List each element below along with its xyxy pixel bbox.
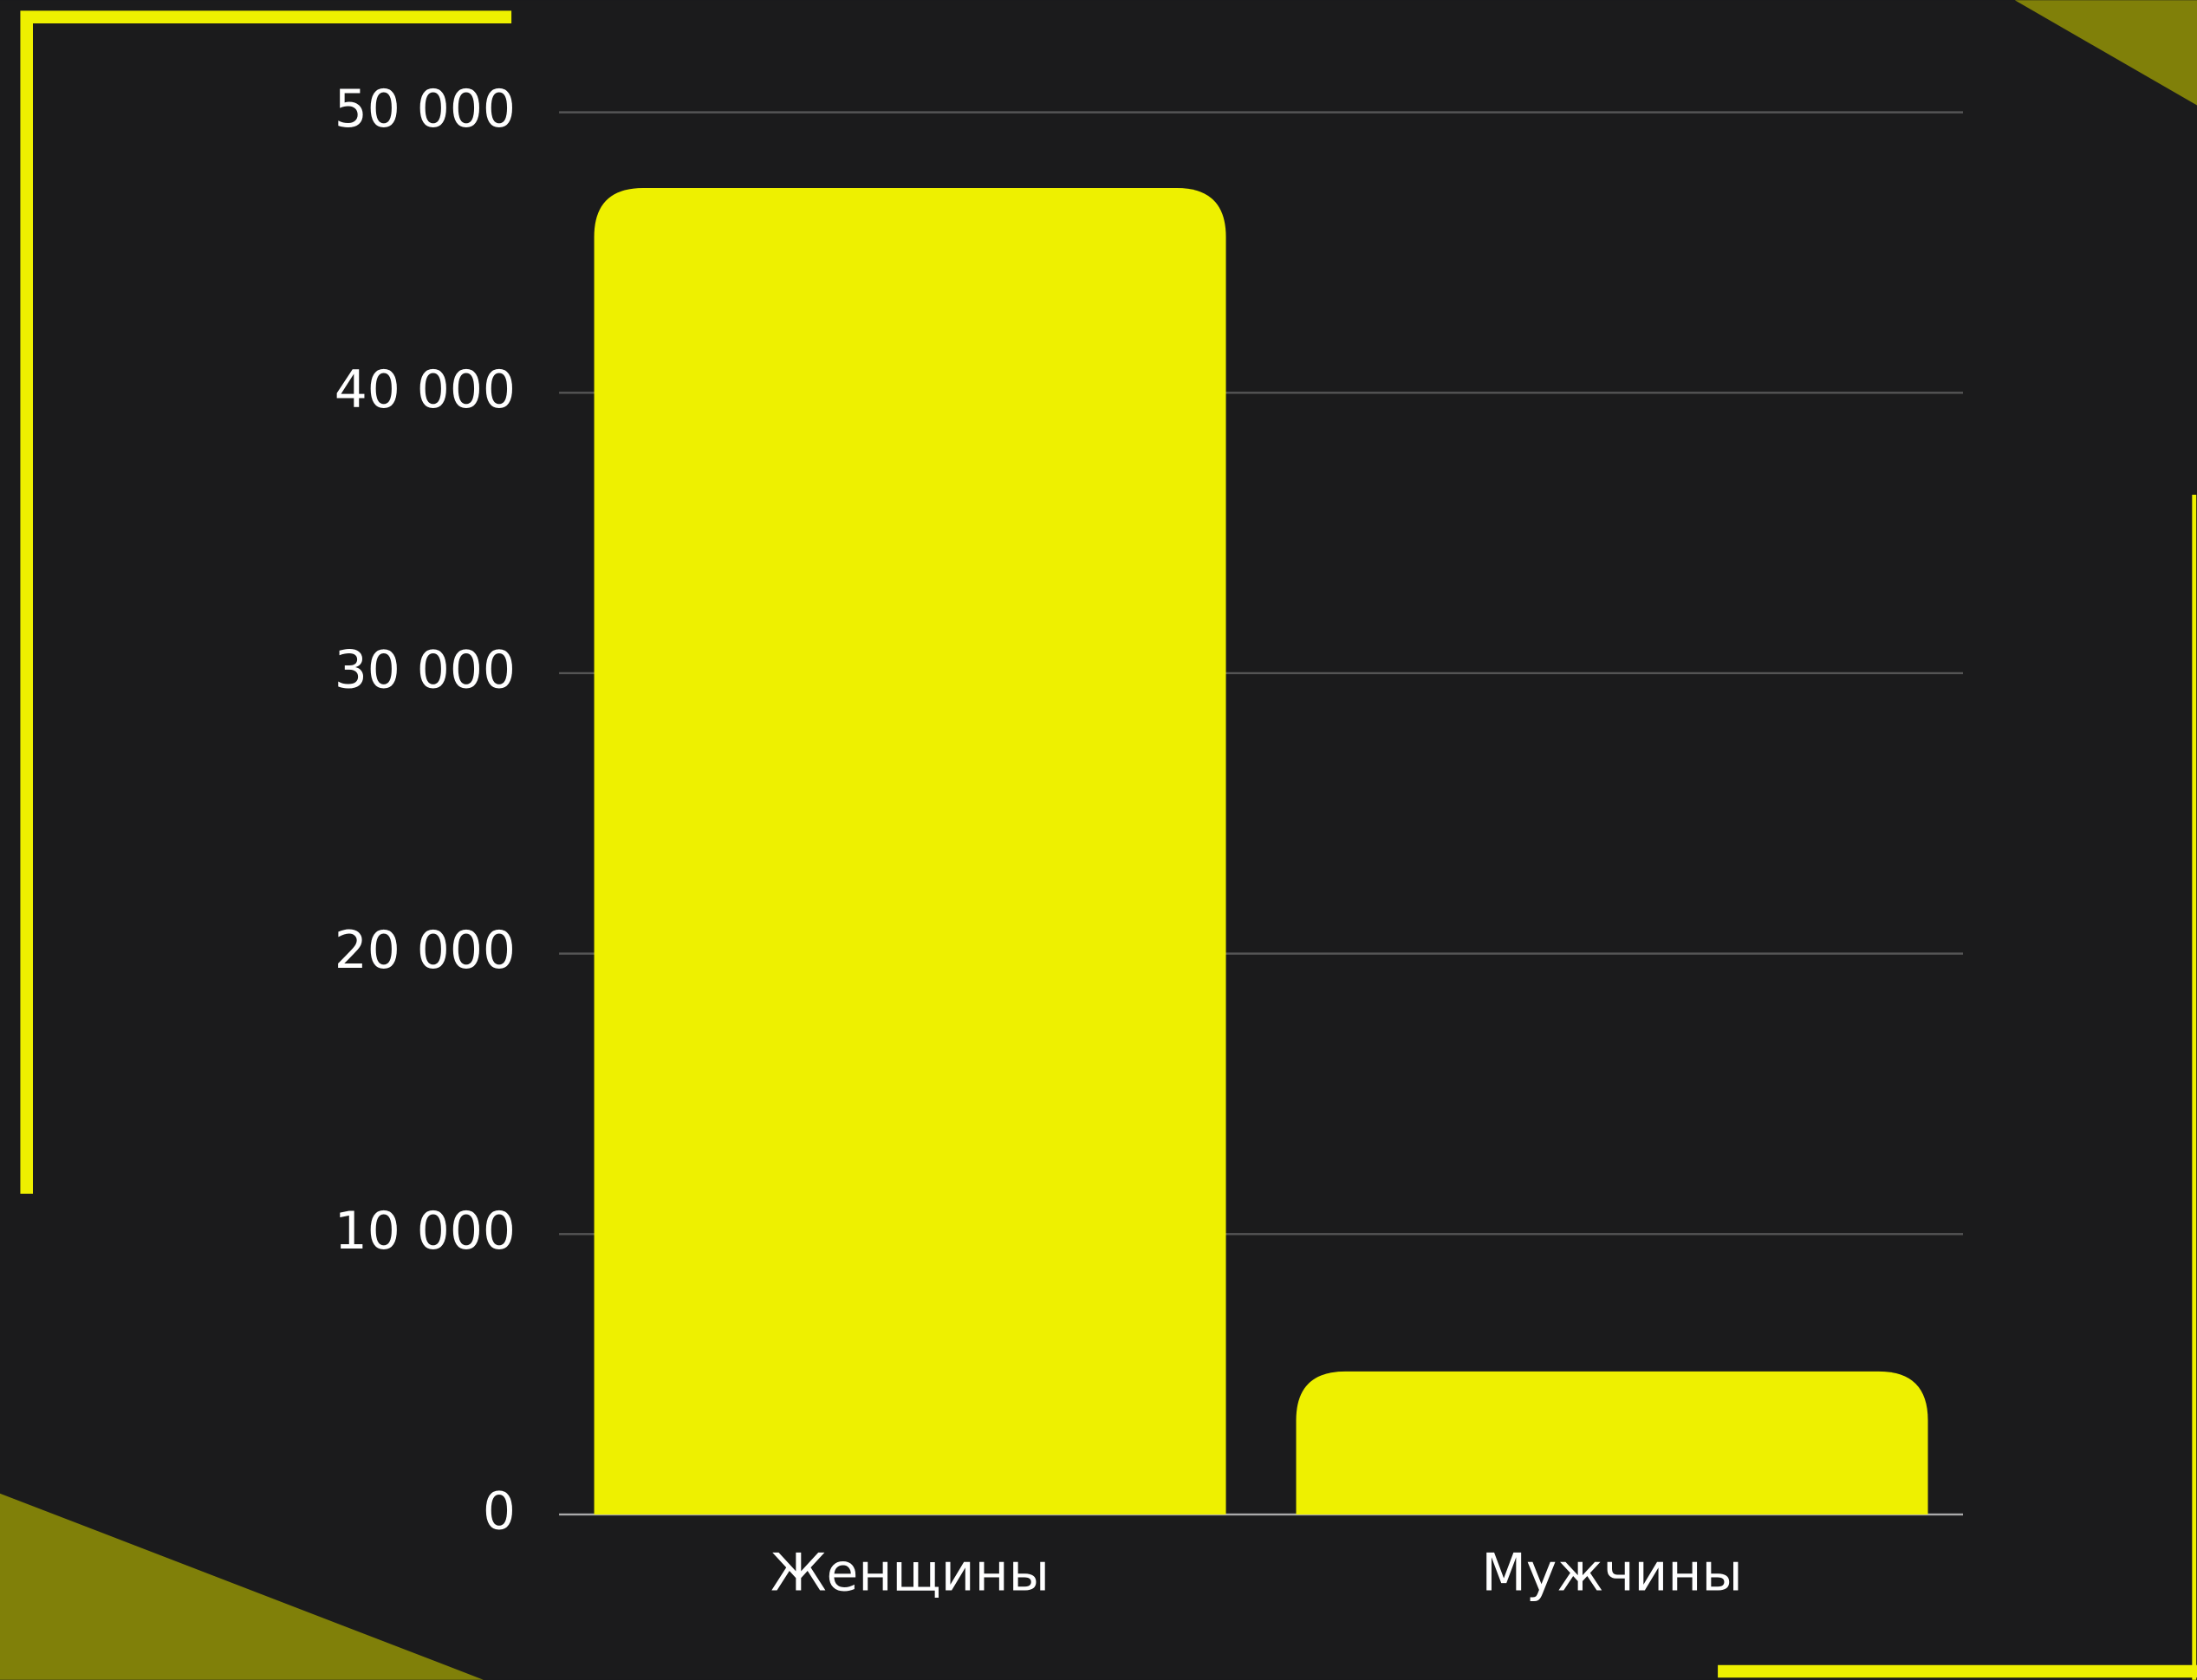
y-tick-label: 30 000 (335, 640, 516, 701)
y-tick-label: 50 000 (335, 79, 516, 139)
bar (1296, 1371, 1928, 1515)
corner-decoration (2014, 0, 2197, 106)
x-tick-label: Женщины (770, 1543, 1050, 1604)
bar (594, 188, 1226, 1515)
corner-decoration (0, 1493, 484, 1680)
x-tick-label: Мужчины (1481, 1543, 1742, 1604)
y-tick-label: 0 (483, 1482, 516, 1542)
y-tick-label: 10 000 (335, 1201, 516, 1262)
y-tick-label: 40 000 (335, 360, 516, 420)
frame-decoration (20, 10, 512, 1194)
y-tick-label: 20 000 (335, 920, 516, 981)
